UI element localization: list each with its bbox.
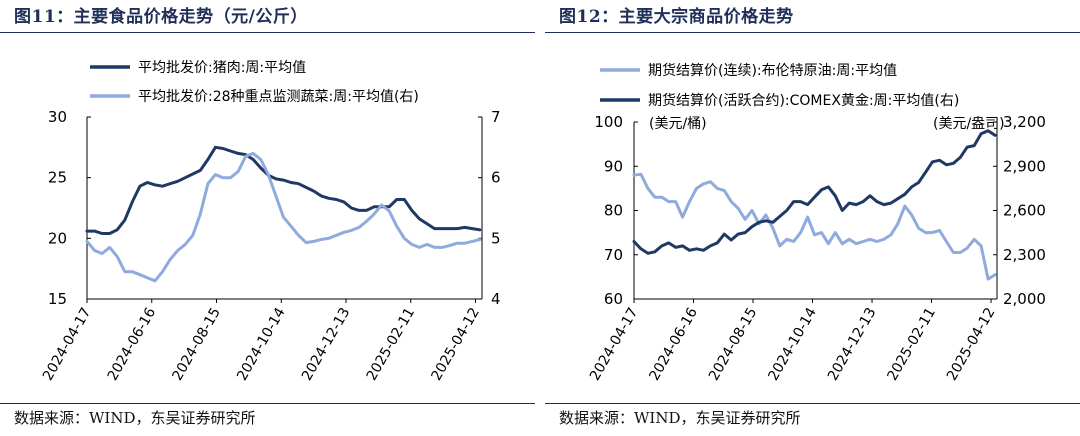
left-chart: 15 20 25 30 4 5 6 7 2024-04-17 2024-06-16 2024-08-… bbox=[40, 60, 501, 384]
x-tick-label: 2025-04-12 bbox=[428, 305, 483, 383]
right-y-tick-label: 2,000 bbox=[1003, 290, 1046, 308]
left-y-tick-label: 70 bbox=[604, 246, 623, 264]
left-y-tick-label: 100 bbox=[594, 113, 623, 131]
left-y-tick-label: 60 bbox=[604, 290, 623, 308]
right-figure-title: 图12：主要大宗商品价格走势 bbox=[559, 7, 794, 27]
x-tick-label: 2024-12-13 bbox=[825, 305, 880, 383]
left-figure-panel: 图11：主要食品价格走势（元/公斤） 15 20 25 30 4 5 6 7 2024-04-1… bbox=[0, 0, 535, 436]
left-y-tick-label: 25 bbox=[48, 169, 67, 187]
series-line-left-axis bbox=[85, 145, 482, 235]
x-tick-label: 2024-04-17 bbox=[587, 305, 642, 383]
right-y-tick-label: 2,300 bbox=[1003, 246, 1046, 264]
right-y-tick-label: 7 bbox=[491, 108, 501, 126]
left-y-tick-label: 80 bbox=[604, 202, 623, 220]
x-tick-label: 2024-08-15 bbox=[169, 305, 224, 383]
right-source-rule bbox=[545, 403, 1080, 404]
right-y-tick-label: 2,600 bbox=[1003, 202, 1046, 220]
right-chart: 60 70 80 90 100 2,000 2,300 2,600 2,900 3,200 2024… bbox=[587, 62, 1046, 384]
legend-label: 期货结算价(活跃合约):COMEX黄金:周:平均值(右) bbox=[648, 92, 959, 109]
legend-label: 平均批发价:猪肉:周:平均值 bbox=[138, 60, 306, 76]
left-y-tick-label: 15 bbox=[48, 290, 67, 308]
right-y-tick-label: 2,900 bbox=[1003, 157, 1046, 175]
left-axis-unit-label: (美元/桶) bbox=[649, 116, 707, 132]
right-source-note: 数据来源：WIND，东吴证券研究所 bbox=[559, 409, 801, 427]
series-line-left-axis bbox=[632, 172, 997, 281]
left-y-tick-label: 20 bbox=[48, 229, 67, 247]
right-y-tick-label: 4 bbox=[491, 290, 501, 308]
right-y-tick-label: 3,200 bbox=[1003, 113, 1046, 131]
legend-label: 期货结算价(连续):布伦特原油:周:平均值 bbox=[648, 62, 897, 79]
x-tick-label: 2025-02-11 bbox=[884, 305, 939, 383]
right-y-tick-label: 5 bbox=[491, 229, 501, 247]
x-tick-label: 2024-10-14 bbox=[234, 305, 289, 384]
x-tick-label: 2025-02-11 bbox=[364, 305, 419, 383]
left-source-note: 数据来源：WIND，东吴证券研究所 bbox=[14, 409, 256, 427]
x-tick-label: 2024-04-17 bbox=[40, 305, 95, 383]
left-figure-title: 图11：主要食品价格走势（元/公斤） bbox=[14, 7, 308, 27]
left-source-rule bbox=[0, 403, 535, 404]
series-line-right-axis bbox=[85, 151, 482, 283]
right-axis-unit-label: (美元/盎司) bbox=[933, 116, 1005, 132]
x-tick-label: 2025-04-12 bbox=[944, 305, 999, 383]
right-y-tick-label: 6 bbox=[491, 169, 501, 187]
left-title-rule bbox=[0, 32, 535, 33]
left-y-tick-label: 30 bbox=[48, 108, 67, 126]
series-line-right-axis bbox=[632, 129, 997, 255]
x-tick-label: 2024-12-13 bbox=[299, 305, 354, 383]
x-tick-label: 2024-06-16 bbox=[105, 305, 160, 384]
left-y-tick-label: 90 bbox=[604, 157, 623, 175]
x-tick-label: 2024-06-16 bbox=[646, 305, 701, 384]
right-title-rule bbox=[545, 32, 1080, 33]
x-tick-label: 2024-10-14 bbox=[765, 305, 820, 384]
legend-label: 平均批发价:28种重点监测蔬菜:周:平均值(右) bbox=[138, 89, 419, 105]
x-tick-label: 2024-08-15 bbox=[706, 305, 761, 383]
right-figure-panel: 图12：主要大宗商品价格走势 60 70 80 90 100 2,000 2,300 2,60… bbox=[545, 0, 1080, 436]
